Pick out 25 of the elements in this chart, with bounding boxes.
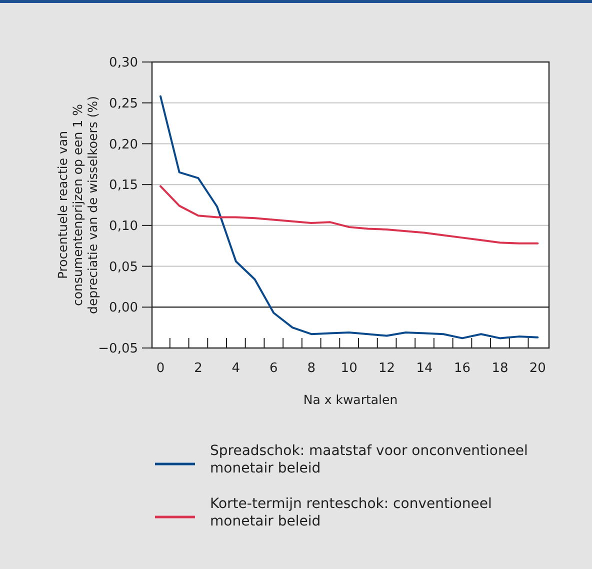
x-tick-label: 0 [156,361,165,376]
y-tick-label: 0,05 [109,260,138,275]
x-tick-label: 4 [232,361,240,376]
y-tick-label: −0,05 [98,342,138,357]
y-axis-title: Procentuele reactie van consumentenprijzen op een 1 % depreciatie van de wisselkoers (%) [55,96,100,314]
x-tick-label: 16 [454,361,471,376]
legend-label: Korte-termijn renteschok: conventioneel monetair beleid [210,496,492,530]
x-tick-label: 12 [378,361,396,376]
legend-label: Spreadschok: maatstaf voor onconventioneel monetair beleid [210,443,528,476]
line-series [159,95,539,340]
x-tick-label: 18 [492,361,508,376]
y-tick-label: 0,10 [109,218,138,234]
y-tick-label: 0,00 [109,300,138,316]
y-tick-label: 0,25 [109,96,138,112]
line-series [159,185,539,244]
x-tick-label: 20 [529,361,546,376]
x-axis-title: Na x kwartalen [303,392,398,407]
y-tick-label: 0,15 [109,178,138,194]
x-tick-label: 6 [270,361,278,376]
x-tick-label: 8 [307,361,316,376]
y-tick-label: 0,30 [109,56,138,71]
y-tick-label: 0,20 [109,137,138,152]
x-tick-label: 2 [194,361,202,376]
x-tick-label: 14 [416,361,433,376]
x-tick-label: 10 [340,361,358,376]
